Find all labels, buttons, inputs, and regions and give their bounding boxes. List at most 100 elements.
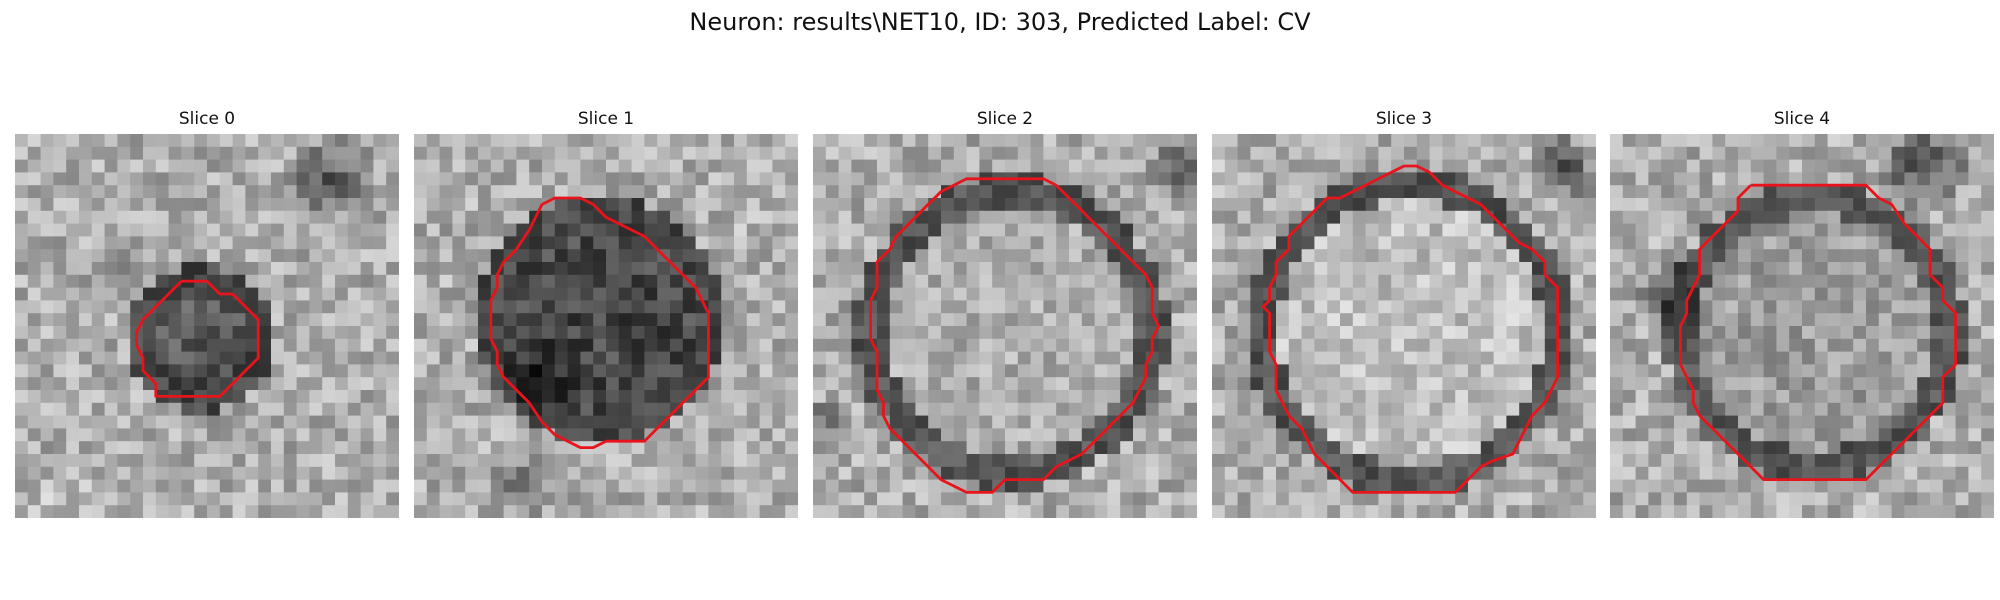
pixel	[941, 390, 955, 404]
pixel	[452, 146, 466, 161]
pixel	[1480, 134, 1495, 148]
pixel	[708, 134, 722, 148]
pixel	[772, 210, 786, 225]
pixel	[1468, 338, 1482, 353]
pixel	[1005, 300, 1019, 314]
pixel	[439, 300, 453, 314]
pixel	[1017, 134, 1032, 148]
pixel	[40, 415, 54, 429]
pixel	[1365, 454, 1379, 468]
pixel	[1622, 223, 1637, 237]
pixel	[1763, 454, 1777, 468]
pixel	[27, 223, 42, 237]
pixel	[1648, 415, 1662, 429]
pixel	[902, 466, 916, 481]
pixel	[877, 223, 891, 237]
pixel	[478, 313, 492, 327]
pixel	[1814, 210, 1829, 225]
pixel	[1094, 159, 1108, 173]
pixel	[889, 172, 904, 186]
pixel	[309, 210, 323, 225]
pixel	[155, 454, 170, 468]
pixel	[1506, 351, 1520, 365]
pixel	[864, 236, 878, 250]
pixel	[40, 402, 54, 417]
pixel	[53, 300, 67, 314]
pixel	[1442, 377, 1456, 391]
pixel	[529, 338, 543, 353]
pixel	[813, 441, 827, 455]
pixel	[219, 466, 234, 481]
pixel	[1340, 210, 1354, 225]
pixel	[207, 262, 221, 276]
pixel	[1750, 313, 1765, 327]
pixel	[143, 287, 157, 301]
pixel	[258, 338, 272, 353]
pixel	[1763, 249, 1777, 263]
pixel	[1081, 223, 1096, 237]
pixel	[772, 441, 786, 455]
pixel	[1171, 402, 1185, 417]
pixel	[1145, 402, 1160, 417]
pixel	[1942, 326, 1957, 340]
pixel	[1891, 262, 1905, 276]
pixel	[1468, 479, 1482, 493]
pixel	[1519, 262, 1533, 276]
pixel	[1738, 223, 1752, 237]
pixel	[966, 287, 980, 301]
pixel	[1930, 364, 1944, 378]
pixel	[1981, 236, 1994, 250]
pixel	[657, 134, 671, 148]
pixel	[104, 402, 118, 417]
pixel	[1610, 134, 1624, 148]
pixel	[1674, 262, 1688, 276]
pixel	[1840, 172, 1854, 186]
pixel	[1827, 479, 1841, 493]
pixel	[1056, 146, 1070, 161]
pixel	[979, 274, 993, 289]
pixel	[1866, 492, 1880, 506]
pixel	[554, 454, 569, 468]
pixel	[168, 313, 182, 327]
pixel	[979, 338, 993, 353]
pixel	[452, 479, 466, 493]
pixel	[1288, 441, 1303, 455]
pixel	[759, 223, 773, 237]
pixel	[992, 326, 1006, 340]
pixel	[503, 198, 517, 212]
pixel	[928, 364, 942, 378]
pixel	[117, 210, 131, 225]
pixel	[79, 466, 93, 481]
pixel	[1557, 185, 1571, 199]
pixel	[1005, 466, 1019, 481]
pixel	[759, 466, 773, 481]
pixel	[53, 172, 67, 186]
pixel	[1878, 402, 1893, 417]
pixel	[542, 492, 556, 506]
pixel	[130, 223, 144, 237]
pixel	[966, 313, 980, 327]
pixel	[194, 223, 208, 237]
pixel	[877, 441, 891, 455]
pixel	[542, 274, 556, 289]
pixel	[503, 505, 517, 518]
pixel	[928, 454, 942, 468]
pixel	[928, 441, 942, 455]
pixel	[1224, 326, 1239, 340]
pixel	[1506, 146, 1520, 161]
pixel	[271, 249, 285, 263]
pixel	[1429, 479, 1443, 493]
pixel	[1648, 172, 1662, 186]
pixel	[1365, 236, 1379, 250]
pixel	[335, 428, 349, 442]
pixel	[53, 223, 67, 237]
pixel	[1557, 223, 1571, 237]
pixel	[373, 479, 387, 493]
pixel	[322, 172, 336, 186]
pixel	[245, 338, 259, 353]
pixel	[1081, 479, 1096, 493]
pixel	[155, 172, 170, 186]
pixel	[1158, 210, 1172, 225]
pixel	[1981, 300, 1994, 314]
pixel	[360, 223, 374, 237]
